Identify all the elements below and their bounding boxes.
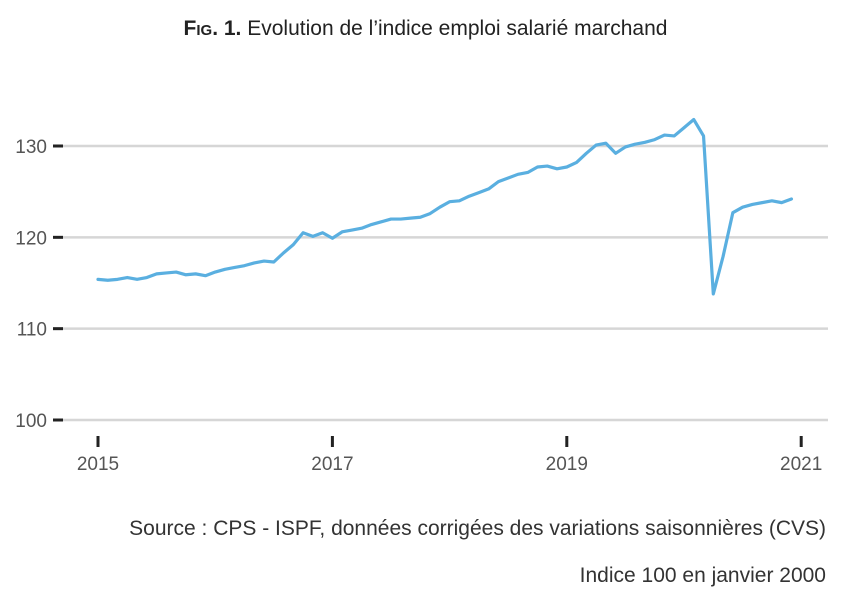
x-tick-label: 2015 <box>77 454 119 475</box>
chart-title: Fig. 1. Evolution de l’indice emploi sal… <box>0 17 851 41</box>
x-tick-label: 2019 <box>546 454 588 475</box>
y-tick-label: 110 <box>17 320 47 341</box>
title-text: Evolution de l’indice emploi salarié mar… <box>247 17 668 40</box>
index-note: Indice 100 en janvier 2000 <box>579 564 826 587</box>
y-tick-label: 120 <box>15 228 47 249</box>
y-tick-label: 100 <box>15 411 47 432</box>
x-tick-label: 2021 <box>780 454 822 475</box>
source-note: Source : CPS - ISPF, données corrigées d… <box>129 517 826 540</box>
y-tick-label: 130 <box>15 137 47 158</box>
figure-label: Fig. 1. <box>183 17 242 40</box>
series-line <box>96 117 794 296</box>
x-tick-label: 2017 <box>311 454 353 475</box>
